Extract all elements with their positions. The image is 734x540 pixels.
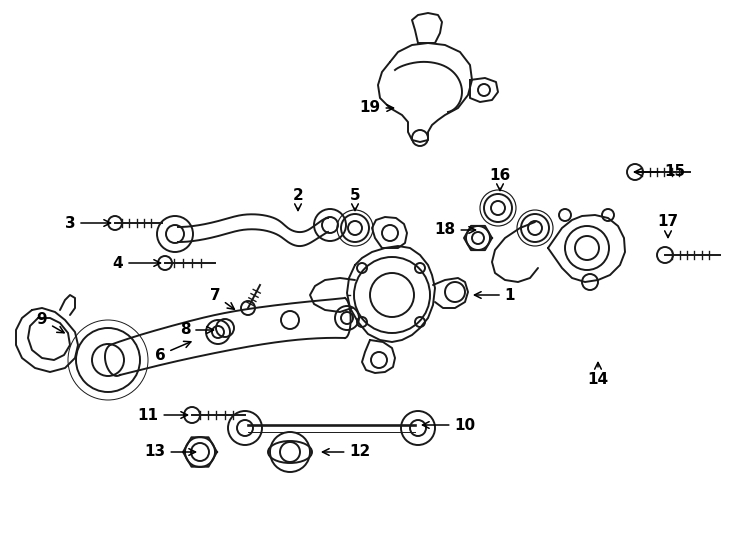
Text: 12: 12: [322, 444, 371, 460]
Text: 3: 3: [65, 215, 111, 231]
Text: 4: 4: [113, 255, 161, 271]
Text: 15: 15: [634, 165, 686, 179]
Text: 14: 14: [587, 362, 608, 388]
Text: 18: 18: [435, 222, 476, 238]
Text: 9: 9: [37, 313, 64, 333]
Text: 1: 1: [474, 287, 515, 302]
Text: 19: 19: [360, 100, 393, 116]
Text: 16: 16: [490, 167, 511, 191]
Text: 2: 2: [293, 187, 303, 211]
Text: 10: 10: [423, 417, 476, 433]
Text: 17: 17: [658, 214, 678, 238]
Text: 7: 7: [210, 287, 234, 309]
Text: 11: 11: [137, 408, 187, 422]
Text: 6: 6: [155, 341, 191, 362]
Text: 8: 8: [180, 322, 214, 338]
Text: 5: 5: [349, 187, 360, 211]
Text: 13: 13: [145, 444, 195, 460]
